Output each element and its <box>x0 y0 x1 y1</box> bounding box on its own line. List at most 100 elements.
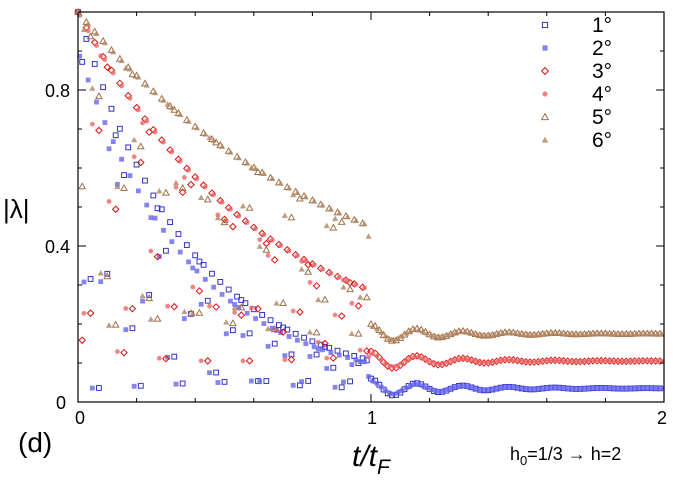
point <box>617 358 623 364</box>
point <box>646 358 652 364</box>
point <box>508 384 514 390</box>
point <box>156 355 162 361</box>
series-6 <box>76 10 665 342</box>
point <box>304 267 313 275</box>
panel-label: (d) <box>18 427 52 458</box>
point <box>579 359 585 364</box>
point <box>118 57 125 63</box>
axis-ticks <box>77 11 665 403</box>
point <box>315 346 321 352</box>
point <box>177 111 184 117</box>
point <box>206 134 213 140</box>
point <box>106 198 112 204</box>
point <box>650 358 656 364</box>
point <box>264 325 272 332</box>
point <box>369 323 376 329</box>
point <box>202 184 208 190</box>
point <box>301 334 307 341</box>
point <box>520 331 527 337</box>
legend-label-4: 4° <box>592 83 612 106</box>
point <box>156 187 163 194</box>
point <box>432 333 439 339</box>
point <box>153 314 162 322</box>
point <box>244 220 250 225</box>
point <box>219 292 225 297</box>
point <box>545 330 552 336</box>
point <box>86 32 95 40</box>
point <box>508 357 514 363</box>
point <box>296 308 304 316</box>
point <box>366 374 371 379</box>
point <box>103 63 112 71</box>
x-axis-label-main: t/t <box>352 440 379 473</box>
point <box>111 205 120 214</box>
point <box>462 383 468 389</box>
point <box>236 213 242 219</box>
point <box>286 248 292 254</box>
point <box>115 349 120 354</box>
point <box>177 249 183 255</box>
point <box>487 359 493 365</box>
point <box>387 363 392 369</box>
point <box>403 358 409 363</box>
point <box>495 358 501 364</box>
point <box>186 259 191 265</box>
point <box>470 358 476 364</box>
legend: 1° 2° 3° 4° 5° 6° <box>540 14 612 152</box>
legend-marker-3 <box>540 66 550 76</box>
point <box>616 330 623 337</box>
point <box>164 101 171 107</box>
point <box>428 331 435 338</box>
point <box>207 303 212 309</box>
point <box>306 329 314 335</box>
point <box>424 357 430 363</box>
point <box>311 344 317 350</box>
point <box>382 333 389 339</box>
point <box>311 262 317 268</box>
point <box>324 366 330 371</box>
point <box>156 254 162 259</box>
point <box>240 358 246 364</box>
point <box>394 335 401 341</box>
point <box>323 222 330 229</box>
point <box>269 237 275 243</box>
point <box>262 245 271 253</box>
point <box>336 274 342 280</box>
series-4 <box>77 12 664 370</box>
point <box>600 385 606 391</box>
point <box>224 203 233 212</box>
point <box>482 332 489 338</box>
point <box>146 292 153 298</box>
point <box>133 161 140 168</box>
point <box>147 316 155 322</box>
quench-annotation: h0=1/3 → h=2 <box>510 444 621 468</box>
point <box>370 378 376 384</box>
point <box>320 347 325 353</box>
point <box>524 331 531 337</box>
point <box>437 361 443 367</box>
annotation-h: h <box>510 444 520 464</box>
point <box>592 358 598 364</box>
point <box>479 360 484 365</box>
point <box>237 311 246 320</box>
point <box>604 330 611 336</box>
point <box>192 252 199 259</box>
point <box>139 292 146 299</box>
point <box>131 154 137 160</box>
point <box>287 355 296 364</box>
point <box>218 143 226 149</box>
point <box>504 357 510 363</box>
point <box>416 382 422 387</box>
point <box>256 243 263 249</box>
point <box>378 357 384 363</box>
point <box>119 83 125 89</box>
point <box>270 325 279 333</box>
point <box>391 391 397 397</box>
point <box>231 304 238 311</box>
point <box>315 296 322 303</box>
point <box>516 385 522 391</box>
point <box>342 350 349 357</box>
point <box>315 339 321 345</box>
point <box>303 341 309 347</box>
point <box>624 330 632 337</box>
